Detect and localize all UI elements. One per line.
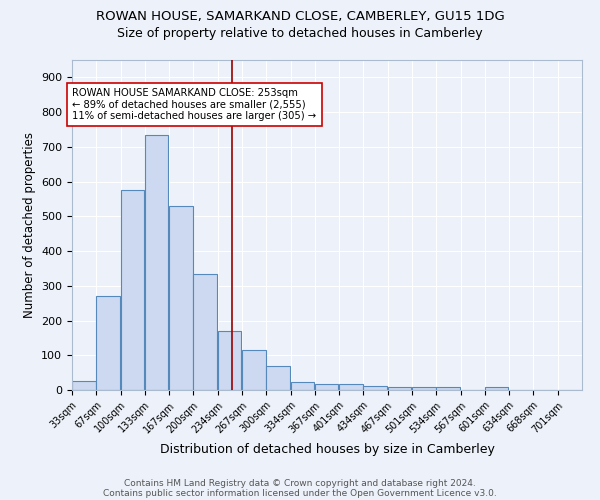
Bar — [412, 387, 436, 390]
Bar — [218, 331, 241, 390]
Bar — [364, 386, 387, 390]
Bar — [266, 366, 290, 390]
Bar — [436, 387, 460, 390]
Bar — [145, 134, 169, 390]
Text: Size of property relative to detached houses in Camberley: Size of property relative to detached ho… — [117, 28, 483, 40]
Text: ROWAN HOUSE, SAMARKAND CLOSE, CAMBERLEY, GU15 1DG: ROWAN HOUSE, SAMARKAND CLOSE, CAMBERLEY,… — [95, 10, 505, 23]
Bar — [388, 387, 411, 390]
Bar — [72, 382, 95, 390]
Bar — [193, 274, 217, 390]
Text: ROWAN HOUSE SAMARKAND CLOSE: 253sqm
← 89% of detached houses are smaller (2,555): ROWAN HOUSE SAMARKAND CLOSE: 253sqm ← 89… — [73, 88, 317, 121]
Bar — [485, 386, 508, 390]
Bar — [290, 382, 314, 390]
Bar — [121, 190, 144, 390]
X-axis label: Distribution of detached houses by size in Camberley: Distribution of detached houses by size … — [160, 443, 494, 456]
Bar — [169, 206, 193, 390]
Text: Contains public sector information licensed under the Open Government Licence v3: Contains public sector information licen… — [103, 488, 497, 498]
Y-axis label: Number of detached properties: Number of detached properties — [23, 132, 35, 318]
Text: Contains HM Land Registry data © Crown copyright and database right 2024.: Contains HM Land Registry data © Crown c… — [124, 478, 476, 488]
Bar — [339, 384, 362, 390]
Bar — [242, 350, 266, 390]
Bar — [96, 296, 120, 390]
Bar — [315, 384, 338, 390]
